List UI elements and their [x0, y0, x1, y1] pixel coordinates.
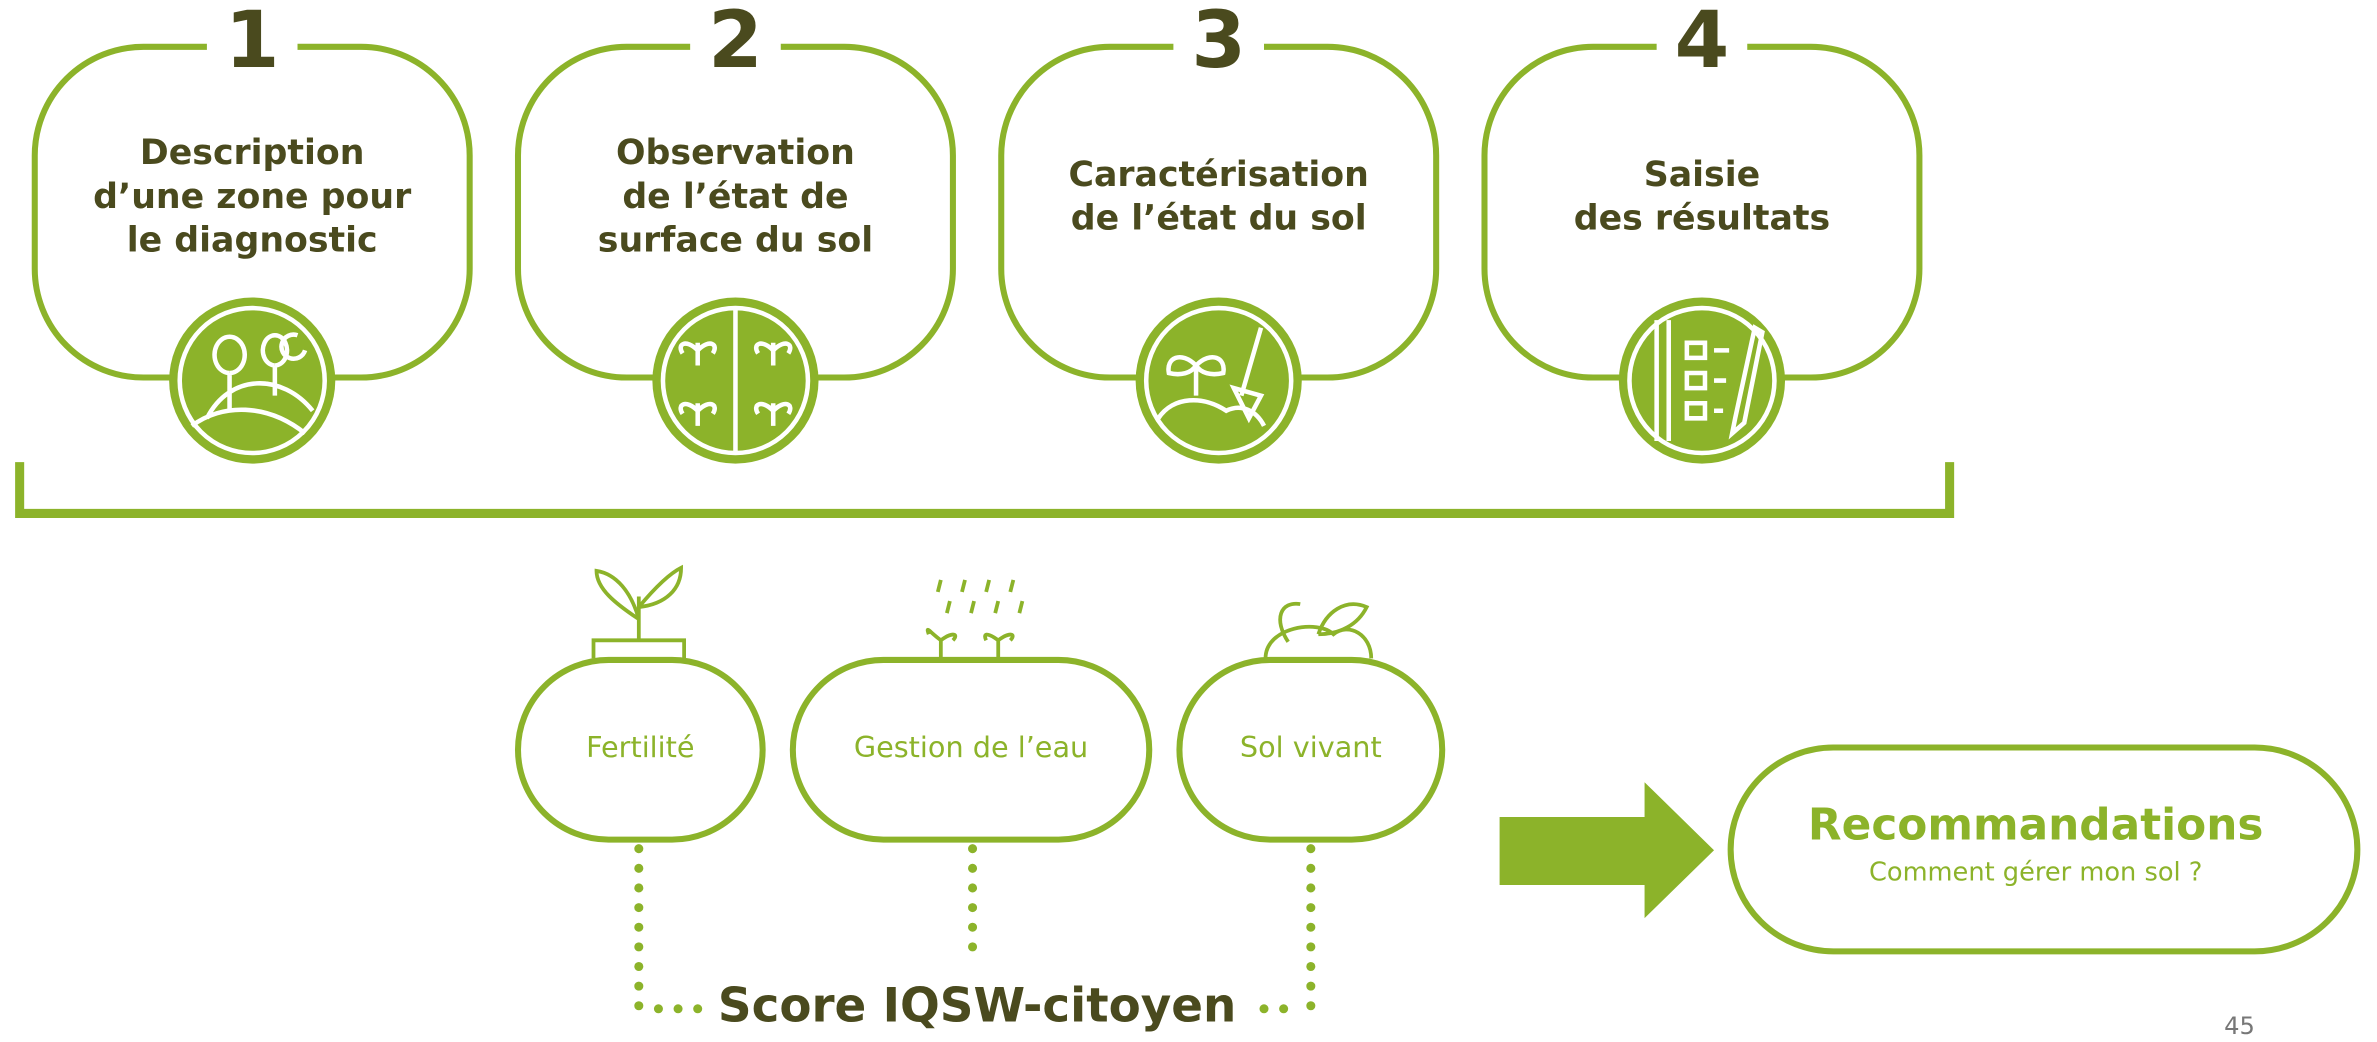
indicator-label: Fertilité: [586, 730, 694, 764]
recommendation-title: Recommandations: [1808, 800, 2264, 851]
step-number: 2: [708, 0, 763, 86]
diagram: Recommandations Comment gérer mon sol ? …: [0, 0, 2377, 1042]
indicator-label: Gestion de l’eau: [854, 730, 1088, 764]
arrow: [1500, 782, 1714, 918]
page: Recommandations Comment gérer mon sol ? …: [0, 0, 2377, 1042]
step-label: de l’état du sol: [1071, 199, 1367, 239]
step-label: surface du sol: [598, 221, 873, 261]
step-label: Observation: [616, 133, 855, 173]
step-number: 3: [1191, 0, 1246, 86]
step-label: de l’état de: [622, 177, 848, 217]
step-label: Caractérisation: [1069, 155, 1369, 195]
icon-bg: [1619, 297, 1785, 463]
step-label: des résultats: [1574, 199, 1830, 239]
indicator-icons: [594, 568, 1372, 659]
icon-bg: [169, 297, 335, 463]
recommendation-subtitle: Comment gérer mon sol ?: [1869, 857, 2202, 887]
score-label: Score IQSW-citoyen: [718, 979, 1236, 1033]
step-label: le diagnostic: [127, 221, 378, 261]
bracket: [20, 462, 1950, 513]
step-label: Saisie: [1644, 155, 1760, 195]
icon-bg: [1136, 297, 1302, 463]
step-label: d’une zone pour: [93, 177, 412, 217]
indicator-label: Sol vivant: [1240, 730, 1382, 764]
step-number: 4: [1675, 0, 1730, 86]
page-number: 45: [2224, 1012, 2255, 1040]
step-label: Description: [140, 133, 365, 173]
step-number: 1: [225, 0, 280, 86]
